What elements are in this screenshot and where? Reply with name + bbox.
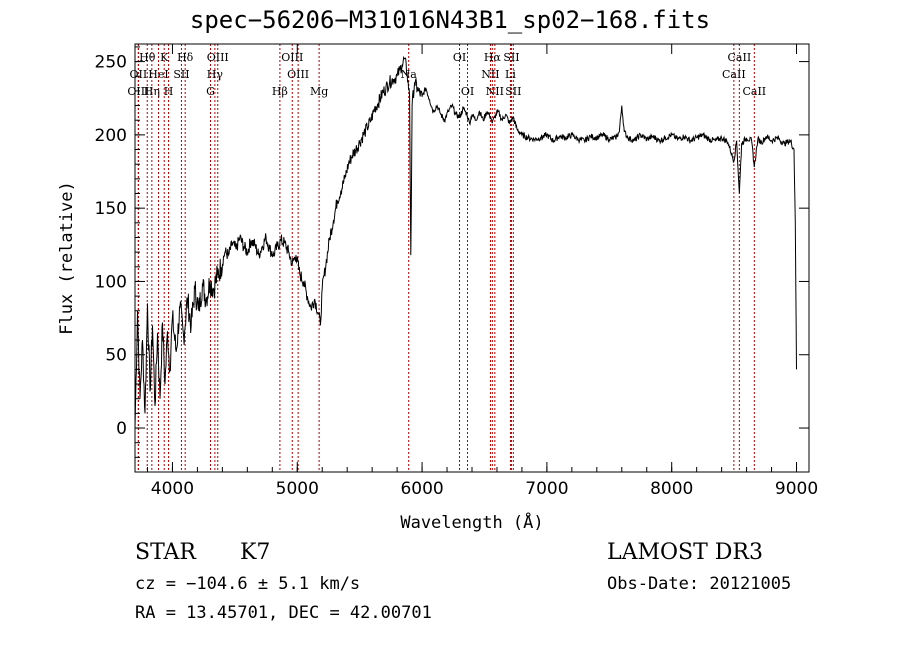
redshift-value: cz = −104.6 ± 5.1 km/s (135, 574, 361, 594)
line-label: OIII (281, 51, 303, 64)
line-label: CaII (742, 85, 766, 98)
line-label: Li (505, 68, 516, 81)
line-label: OII (130, 68, 148, 81)
emission-line-markers (137, 44, 755, 472)
line-label: CaII (722, 68, 746, 81)
y-axis-label: Flux (relative) (57, 181, 77, 335)
line-label: SII (503, 51, 519, 64)
x-tick-label: 5000 (276, 479, 319, 499)
line-label: Hδ (177, 51, 194, 64)
line-label: Hθ (139, 51, 156, 64)
y-tick-label: 100 (95, 272, 127, 292)
line-label: Hγ (207, 68, 224, 81)
line-label: G (206, 85, 215, 98)
line-label: NII (481, 68, 499, 81)
line-label: OI (461, 85, 474, 98)
x-tick-label: 6000 (400, 479, 443, 499)
line-label: NII (486, 85, 504, 98)
line-label: CaII (728, 51, 752, 64)
line-label: OIII (287, 68, 309, 81)
y-tick-label: 50 (105, 346, 127, 366)
x-tick-label: 4000 (151, 479, 194, 499)
line-label: SII (505, 85, 521, 98)
x-tick-label: 9000 (775, 479, 818, 499)
x-axis-ticks: 4000 5000 6000 7000 8000 9000 (146, 44, 818, 499)
y-tick-label: 150 (95, 199, 127, 219)
y-tick-label: 250 (95, 53, 127, 73)
line-label: Na (401, 68, 418, 81)
y-tick-label: 200 (95, 126, 127, 146)
line-label: SII (173, 68, 189, 81)
survey-name: LAMOST DR3 (607, 540, 763, 565)
line-label: Hβ (272, 85, 288, 98)
line-label: OIII (207, 51, 229, 64)
y-tick-label: 0 (116, 419, 127, 439)
y-axis-ticks: 0 50 100 150 200 250 (95, 46, 809, 458)
line-label: K (160, 51, 169, 64)
object-class: STAR (135, 540, 196, 565)
x-axis-label: Wavelength (Å) (400, 511, 543, 533)
coordinates: RA = 13.45701, DEC = 42.00701 (135, 603, 432, 623)
emission-line-labels: Hθ K Hδ OIII OIIINaOIOIHαNIINIISIILiSIICaIIC… (127, 51, 766, 98)
line-label: HeI (148, 68, 168, 81)
line-label: Mg (310, 85, 328, 98)
x-tick-label: 7000 (525, 479, 568, 499)
subclass: K7 (240, 540, 271, 565)
chart-title: spec−56206−M31016N43B1_sp02−168.fits (189, 6, 711, 34)
line-label: OI (453, 51, 466, 64)
line-label: H (164, 85, 174, 98)
plot-frame (134, 43, 810, 473)
x-tick-label: 8000 (650, 479, 693, 499)
line-label: Hη (144, 85, 160, 98)
line-label: Hα (484, 51, 502, 64)
spectrum-line (134, 55, 797, 429)
line-label: OIII (127, 85, 149, 98)
obs-date: Obs-Date: 20121005 (607, 574, 792, 594)
